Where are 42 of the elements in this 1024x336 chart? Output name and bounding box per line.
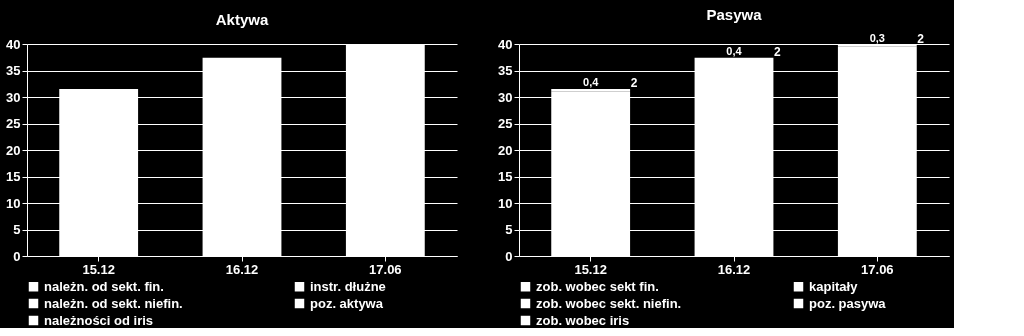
y-tick-label: 0 [505, 248, 513, 264]
y-tick-label: 15 [6, 169, 21, 184]
y-tick-label: 40 [498, 36, 513, 52]
legend-label: kapitały [809, 278, 859, 294]
data-label: 0,3 [869, 32, 885, 45]
legend-label: należności od iris [44, 312, 154, 328]
y-tick-label: 10 [498, 195, 513, 211]
y-tick-label: 10 [6, 195, 21, 211]
legend-label: należn. od sekt. fin. [44, 278, 164, 294]
y-tick-label: 5 [505, 222, 513, 237]
annotation: 2 [774, 44, 781, 59]
y-tick-label: 5 [13, 222, 21, 237]
x-tick-label: 15.12 [574, 261, 607, 277]
legend-label: poz. aktywa [310, 295, 384, 311]
y-tick-label: 15 [498, 169, 513, 184]
x-tick-label: 16.12 [225, 261, 259, 277]
x-tick-label: 17.06 [861, 261, 894, 277]
y-tick-label: 25 [498, 116, 513, 131]
x-tick-label: 15.12 [82, 261, 115, 277]
y-tick-label: 30 [498, 89, 513, 105]
legend-label: zob. wobec sekt. niefin. [536, 295, 682, 311]
data-label: 0,4 [726, 44, 743, 57]
chart-title: Aktywa [215, 11, 269, 28]
chart-title: Pasywa [706, 6, 763, 24]
y-tick-label: 20 [6, 142, 21, 158]
y-tick-label: 0 [13, 248, 21, 264]
legend-label: instr. dłużne [310, 278, 386, 294]
y-tick-label: 40 [6, 36, 21, 52]
annotation: 2 [630, 76, 638, 91]
legend-label: należn. od sekt. niefin. [44, 295, 183, 311]
y-tick-label: 35 [498, 63, 513, 78]
data-label: 0,4 [583, 76, 600, 89]
legend-label: poz. pasywa [809, 295, 887, 311]
legend-label: zob. wobec iris [536, 312, 630, 328]
x-tick-label: 16.12 [717, 261, 751, 277]
y-tick-label: 25 [6, 116, 21, 131]
legend-label: zob. wobec sekt fin. [536, 278, 659, 294]
y-tick-label: 35 [6, 63, 21, 78]
x-tick-label: 17.06 [369, 261, 402, 277]
annotation: 2 [917, 32, 925, 47]
y-tick-label: 30 [6, 89, 21, 105]
y-tick-label: 20 [498, 142, 513, 158]
